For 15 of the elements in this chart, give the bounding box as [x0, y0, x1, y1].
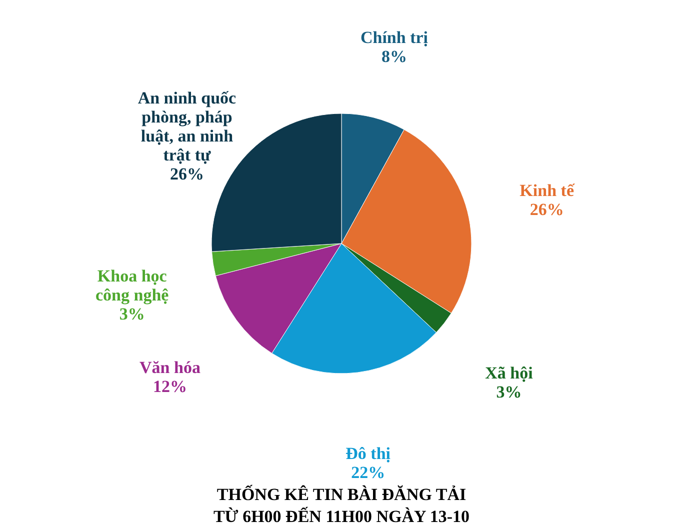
data-label: 3% — [496, 382, 522, 402]
data-label: 8% — [381, 47, 407, 66]
data-label: 26% — [530, 200, 564, 219]
data-label: 26% — [170, 164, 204, 184]
data-label: 3% — [119, 304, 145, 324]
slice-label: Khoa học công nghệ — [96, 266, 170, 305]
slice-label: Văn hóa — [140, 358, 201, 378]
slice-label: An ninh quốc phòng, pháp luật, an ninh trật tự — [138, 88, 237, 164]
data-label: 22% — [351, 462, 386, 482]
text: THỐNG KÊ TIN BÀI ĐĂNG TẢI TỪ 6H00 ĐẾN 11H00 NGÀY 13-10 — [213, 484, 470, 526]
slice-label: Đô thị — [346, 444, 391, 463]
slice-label: Kinh tế — [520, 180, 576, 200]
data-label: 12% — [152, 377, 187, 396]
slice-label: Chính trị — [360, 28, 428, 48]
slice-label: Xã hội — [485, 363, 534, 382]
